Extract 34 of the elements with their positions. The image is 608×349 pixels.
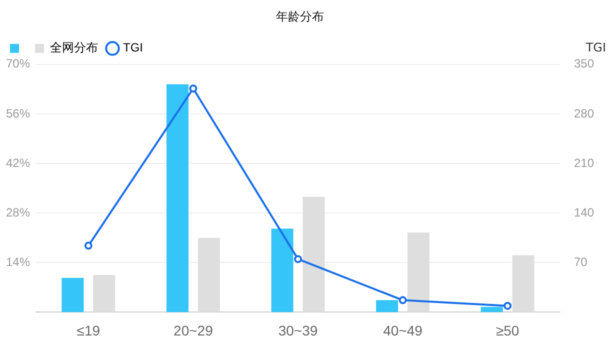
bar <box>512 255 534 312</box>
bar <box>166 84 188 312</box>
x-tick-label: 30~39 <box>278 322 318 338</box>
y-tick-label: 56% <box>6 106 30 120</box>
bar <box>198 238 220 312</box>
bar <box>271 228 294 312</box>
bar <box>480 306 503 312</box>
legend-label: 全网分布 <box>50 40 98 55</box>
point <box>398 296 407 304</box>
x-tick-label: 40~49 <box>383 322 423 338</box>
x-tick-label: ≤19 <box>76 322 100 338</box>
y-tick-label: 42% <box>6 156 30 170</box>
y2-tick-label: 70 <box>574 254 588 269</box>
y2-tick-label: 280 <box>574 106 594 120</box>
x-tick-label: ≥50 <box>496 322 520 338</box>
point <box>504 302 512 310</box>
chart-title: 年龄分布 <box>276 10 324 24</box>
y2-tick-label: 210 <box>574 156 594 170</box>
bar <box>408 232 430 312</box>
y2-tick-label: 350 <box>574 56 594 71</box>
bar <box>302 196 325 312</box>
x-tick-label: 20~29 <box>174 322 214 338</box>
point <box>84 242 92 250</box>
bar <box>62 278 84 312</box>
y-tick-label: 14% <box>6 254 30 269</box>
point <box>189 84 198 92</box>
y-tick-label: 70% <box>6 56 30 71</box>
y2-tick-label: 140 <box>574 205 594 220</box>
bar <box>93 275 116 312</box>
y-tick-label: 28% <box>6 205 30 220</box>
point <box>294 255 302 264</box>
bar <box>376 300 398 312</box>
legend-label: TGI <box>123 40 143 55</box>
y2-axis-title: TGI <box>584 40 606 55</box>
